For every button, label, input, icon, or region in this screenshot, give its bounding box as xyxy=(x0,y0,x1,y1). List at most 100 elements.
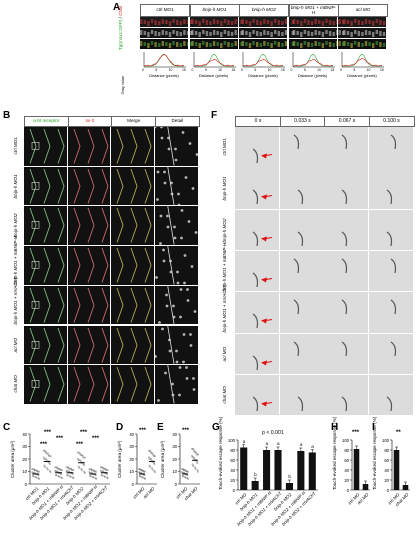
chart-d-point-1 xyxy=(148,449,156,474)
chart-g-letter-3: a xyxy=(277,441,280,446)
a-plot-tick-0-2: 10 xyxy=(168,68,173,72)
chart-g-bar-2 xyxy=(263,450,271,490)
b-col-header-3: Detail xyxy=(155,116,200,127)
chart-c-ytick-0: 0 xyxy=(24,481,27,487)
stimulus-arrow-icon xyxy=(261,318,267,324)
chart-d-ylabel: Cluster area (μm²) xyxy=(117,440,122,478)
chart-c-point-4 xyxy=(77,451,86,474)
f-image-2-2 xyxy=(324,209,368,251)
b-image-3-1 xyxy=(67,246,111,285)
a-plot-tick-1-0: 0 xyxy=(191,68,194,72)
chart-c-plot xyxy=(28,433,110,485)
a-plot-tick-4-3: 15 xyxy=(380,68,384,72)
chart-g-bar-0 xyxy=(240,447,248,490)
a-col-header-3: bnip-h MO1 + mBNIP-H xyxy=(288,4,339,17)
chart-g-bar-5 xyxy=(297,451,305,490)
b-image-5-0 xyxy=(24,325,67,364)
f-image-0-2 xyxy=(324,127,368,168)
a-image-3-1 xyxy=(288,28,337,38)
chart-e-ytick-0: 0 xyxy=(174,481,177,487)
b-image-1-0 xyxy=(24,166,67,206)
f-image-4-3 xyxy=(368,292,413,333)
b-col-header-0: α-bt receptor xyxy=(24,116,69,127)
stimulus-arrow-icon xyxy=(261,194,267,200)
a-xlabel-4: Distance (pixels) xyxy=(347,73,377,78)
a-plot-tick-2-1: 5 xyxy=(254,68,257,72)
b-image-2-3 xyxy=(155,206,198,245)
a-col-header-0: ctrl MO1 xyxy=(140,4,190,17)
chart-c-ytick-3: 30 xyxy=(22,444,27,449)
a-image-1-1 xyxy=(189,28,238,38)
stimulus-arrow-icon xyxy=(261,277,267,283)
a-image-4-1 xyxy=(338,28,386,38)
b-image-0-1 xyxy=(67,127,111,166)
b-image-1-2 xyxy=(111,166,154,206)
a-profile-plot-3 xyxy=(292,52,335,68)
a-image-1-2 xyxy=(189,39,238,49)
chart-i-plot xyxy=(390,439,410,491)
chart-g-ylabel: Touch-evoked escape response (%) xyxy=(218,416,223,490)
chart-h-bar-1 xyxy=(362,484,369,490)
b-image-3-0 xyxy=(24,246,67,285)
b-image-1-3 xyxy=(155,166,198,206)
chart-h-ytick-0: 0 xyxy=(346,487,349,493)
chart-i-ytick-4: 80 xyxy=(384,447,389,453)
chart-g-letter-6: a xyxy=(311,443,314,449)
a-plot-tick-1-3: 15 xyxy=(231,68,236,72)
f-time-header-3: 0.100 s xyxy=(368,116,415,127)
f-image-6-0 xyxy=(235,374,279,416)
b-image-2-1 xyxy=(67,206,111,245)
b-image-4-0 xyxy=(24,285,67,325)
chart-e-star: *** xyxy=(182,428,190,434)
b-col-header-2: Merge xyxy=(111,116,156,127)
f-image-2-0 xyxy=(235,209,279,251)
f-image-5-2 xyxy=(324,333,368,374)
a-image-0-2 xyxy=(140,39,188,49)
f-time-header-0: 0 s xyxy=(235,116,281,127)
panel-label-b: B xyxy=(3,110,11,121)
chart-g-ytick-1: 20 xyxy=(230,477,235,483)
a-plot-tick-3-0: 0 xyxy=(290,68,293,72)
f-image-0-1 xyxy=(279,127,324,168)
a-image-0-0 xyxy=(140,17,188,27)
panel-label-a: A xyxy=(113,2,121,13)
chart-g-letter-2: a xyxy=(265,441,269,446)
chart-h-plot xyxy=(350,439,370,491)
chart-h-ytick-1: 20 xyxy=(344,477,349,483)
a-plot-tick-4-2: 10 xyxy=(366,68,371,72)
b-image-0-0 xyxy=(24,127,67,166)
f-image-3-3 xyxy=(368,250,413,292)
f-image-0-0 xyxy=(235,127,279,168)
chart-i-ylabel: Touch-evoked escape response (%) xyxy=(372,416,377,490)
a-plot-tick-0-1: 5 xyxy=(155,68,158,72)
a-image-2-2 xyxy=(239,39,287,49)
a-plot-tick-0-3: 15 xyxy=(182,68,186,72)
a-profile-plot-1 xyxy=(193,52,236,68)
a-plot-tick-4-1: 5 xyxy=(353,68,356,72)
a-xlabel-0: Distance (pixels) xyxy=(149,73,179,78)
chart-g-ytick-5: 100 xyxy=(228,437,235,443)
b-image-5-3 xyxy=(155,325,198,364)
a-image-3-2 xyxy=(288,39,337,49)
chart-i-ytick-0: 0 xyxy=(386,487,389,493)
panel-label-c: C xyxy=(3,422,11,433)
chart-e-ytick-1: 10 xyxy=(172,469,177,474)
a-plot-tick-0-0: 0 xyxy=(142,68,144,72)
chart-i-bar-1 xyxy=(402,485,409,490)
a-plot-tick-3-1: 5 xyxy=(303,68,306,72)
stimulus-arrow-icon xyxy=(261,360,267,365)
chart-g-letter-5: a xyxy=(299,442,303,447)
chart-g-ytick-0: 0 xyxy=(232,487,235,493)
panel-label-e: E xyxy=(157,422,164,433)
f-image-6-2 xyxy=(324,374,368,416)
chart-h-ytick-5: 100 xyxy=(342,437,349,443)
panel-label-f: F xyxy=(211,110,218,121)
chart-i-bar-0 xyxy=(393,450,400,490)
b-col-header-1: sv-2 xyxy=(67,116,113,127)
a-image-4-2 xyxy=(338,39,386,49)
f-image-1-1 xyxy=(279,168,324,209)
a-profile-plot-4 xyxy=(341,52,384,68)
f-image-3-2 xyxy=(324,250,368,292)
f-row-label-5: acl MO xyxy=(222,346,227,362)
a-image-0-1 xyxy=(140,28,188,38)
